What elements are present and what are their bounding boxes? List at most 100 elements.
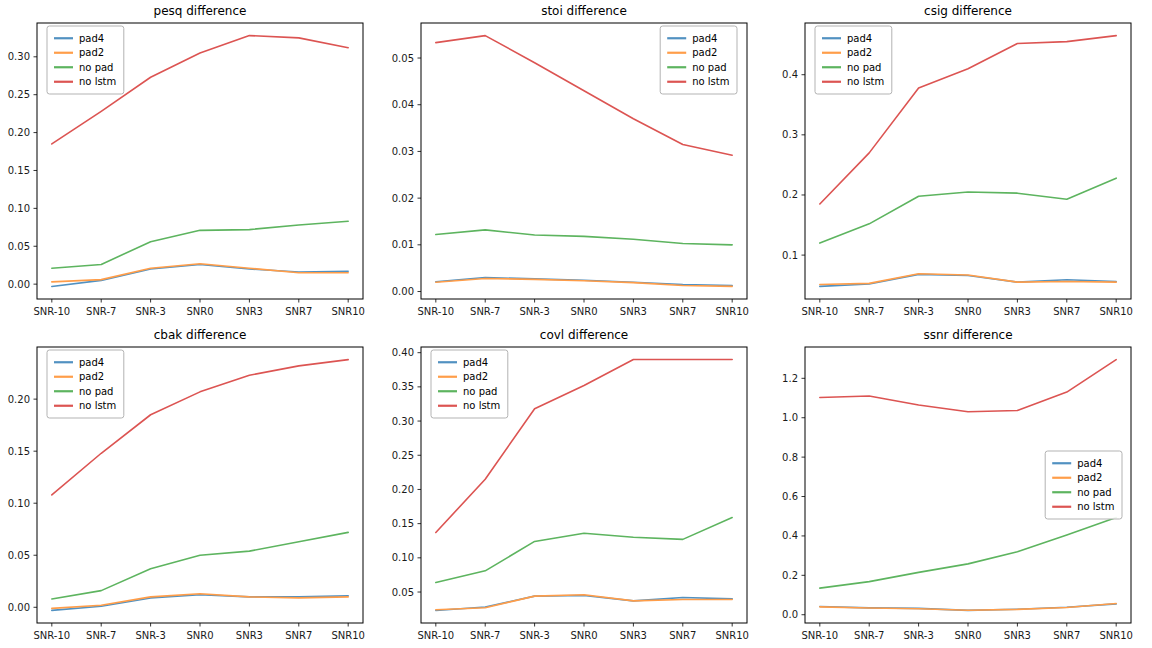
x-tick-label: SNR-7 (86, 306, 116, 317)
y-tick-label: 0.30 (392, 416, 414, 427)
legend: pad4 pad2 no pad no lstm (815, 26, 892, 94)
y-tick-label: 0.25 (392, 450, 414, 461)
legend-label-pad2: pad2 (463, 371, 488, 382)
y-tick-label: 0.10 (8, 498, 30, 509)
y-tick-label: 0.35 (392, 381, 414, 392)
legend-label-pad4: pad4 (463, 357, 488, 368)
y-tick-label: 0.2 (782, 189, 798, 200)
subplot-cbak-difference: cbak difference0.000.050.100.150.20SNR-1… (0, 324, 384, 648)
y-tick-label: 0.15 (392, 518, 414, 529)
chart-title: csig difference (924, 4, 1012, 18)
y-tick-label: 0.4 (782, 530, 798, 541)
y-tick-label: 0.6 (782, 491, 798, 502)
y-tick-label: 0.3 (782, 129, 798, 140)
y-tick-label: 0.00 (392, 286, 414, 297)
chart-title: covl difference (540, 328, 628, 342)
legend-label-no-lstm: no lstm (1077, 501, 1114, 512)
y-tick-label: 0.01 (392, 239, 414, 250)
legend-label-pad4: pad4 (847, 33, 872, 44)
x-tick-label: SNR10 (1099, 630, 1133, 641)
subplot-ssnr-difference: ssnr difference0.00.20.40.60.81.01.2SNR-… (768, 324, 1152, 648)
chart-title: cbak difference (154, 328, 247, 342)
y-tick-label: 0.04 (392, 99, 414, 110)
y-tick-label: 0.05 (8, 550, 30, 561)
y-tick-label: 0.0 (782, 609, 798, 620)
y-tick-label: 0.2 (782, 570, 798, 581)
x-tick-label: SNR0 (954, 306, 981, 317)
x-tick-label: SNR0 (186, 630, 213, 641)
legend-label-no-pad: no pad (847, 62, 881, 73)
x-tick-label: SNR-10 (33, 306, 70, 317)
y-tick-label: 0.15 (8, 446, 30, 457)
y-tick-label: 0.03 (392, 146, 414, 157)
chart-canvas: csig difference0.10.20.30.4SNR-10SNR-7SN… (768, 0, 1152, 324)
x-tick-label: SNR3 (1004, 306, 1031, 317)
x-tick-label: SNR0 (570, 306, 597, 317)
subplot-stoi-difference: stoi difference0.000.010.020.030.040.05S… (384, 0, 768, 324)
x-tick-label: SNR-10 (801, 630, 838, 641)
x-tick-label: SNR-7 (470, 630, 500, 641)
legend-label-pad4: pad4 (79, 357, 104, 368)
y-tick-label: 0.10 (392, 552, 414, 563)
chart-title: pesq difference (154, 4, 247, 18)
x-tick-label: SNR7 (285, 306, 312, 317)
chart-title: ssnr difference (923, 328, 1012, 342)
x-tick-label: SNR-3 (519, 306, 549, 317)
x-tick-label: SNR-3 (135, 306, 165, 317)
y-tick-label: 0.10 (8, 203, 30, 214)
subplot-covl-difference: covl difference0.050.100.150.200.250.300… (384, 324, 768, 648)
x-tick-label: SNR10 (331, 630, 365, 641)
x-tick-label: SNR10 (1099, 306, 1133, 317)
chart-canvas: ssnr difference0.00.20.40.60.81.01.2SNR-… (768, 324, 1152, 648)
legend: pad4pad2no padno lstm (1045, 451, 1122, 519)
legend-label-pad4: pad4 (79, 33, 104, 44)
subplot-pesq-difference: pesq difference0.000.050.100.150.200.250… (0, 0, 384, 324)
legend: pad4 pad2 no pad no lstm (431, 350, 508, 418)
legend-label-no-pad: no pad (79, 386, 113, 397)
subplot-csig-difference: csig difference0.10.20.30.4SNR-10SNR-7SN… (768, 0, 1152, 324)
y-tick-label: 0.15 (8, 165, 30, 176)
x-tick-label: SNR0 (186, 306, 213, 317)
x-tick-label: SNR10 (715, 630, 749, 641)
x-tick-label: SNR10 (715, 306, 749, 317)
x-tick-label: SNR0 (570, 630, 597, 641)
legend: pad4pad2no padno lstm (47, 350, 124, 418)
legend-label-no-lstm: no lstm (847, 76, 884, 87)
legend-label-no-pad: no pad (692, 62, 726, 73)
y-tick-label: 1.2 (782, 373, 798, 384)
x-tick-label: SNR-10 (33, 630, 70, 641)
x-tick-label: SNR7 (1053, 306, 1080, 317)
legend-label-no-lstm: no lstm (79, 76, 116, 87)
legend-label-no-pad: no pad (463, 386, 497, 397)
chart-canvas: pesq difference0.000.050.100.150.200.250… (0, 0, 384, 324)
x-tick-label: SNR-7 (854, 630, 884, 641)
y-tick-label: 0.05 (8, 241, 30, 252)
legend-label-no-lstm: no lstm (692, 76, 729, 87)
x-tick-label: SNR10 (331, 306, 365, 317)
x-tick-label: SNR3 (236, 306, 263, 317)
y-tick-label: 0.05 (392, 587, 414, 598)
legend-label-no-lstm: no lstm (463, 400, 500, 411)
figure-canvas: pesq difference 0.00 0.05 0.10 0.15 0.20 0.25 0… (0, 0, 1152, 648)
legend-label-no-pad: no pad (1077, 487, 1111, 498)
x-tick-label: SNR3 (620, 306, 647, 317)
x-tick-label: SNR7 (669, 630, 696, 641)
x-tick-label: SNR-3 (903, 630, 933, 641)
x-tick-label: SNR-7 (86, 630, 116, 641)
legend-label-pad2: pad2 (847, 47, 872, 58)
x-tick-label: SNR-3 (519, 630, 549, 641)
chart-canvas: covl difference0.050.100.150.200.250.300… (384, 324, 768, 648)
legend: pad4pad2no padno lstm (47, 26, 124, 94)
y-tick-label: 0.00 (8, 279, 30, 290)
x-tick-label: SNR3 (236, 630, 263, 641)
x-tick-label: SNR0 (954, 630, 981, 641)
x-tick-label: SNR-10 (417, 306, 454, 317)
y-tick-label: 0.20 (8, 127, 30, 138)
y-tick-label: 0.00 (8, 602, 30, 613)
chart-canvas: stoi difference0.000.010.020.030.040.05S… (384, 0, 768, 324)
y-tick-label: 0.02 (392, 193, 414, 204)
legend-label-pad2: pad2 (692, 47, 717, 58)
legend-label-pad4: pad4 (1077, 458, 1102, 469)
x-tick-label: SNR-10 (801, 306, 838, 317)
x-tick-label: SNR3 (620, 630, 647, 641)
